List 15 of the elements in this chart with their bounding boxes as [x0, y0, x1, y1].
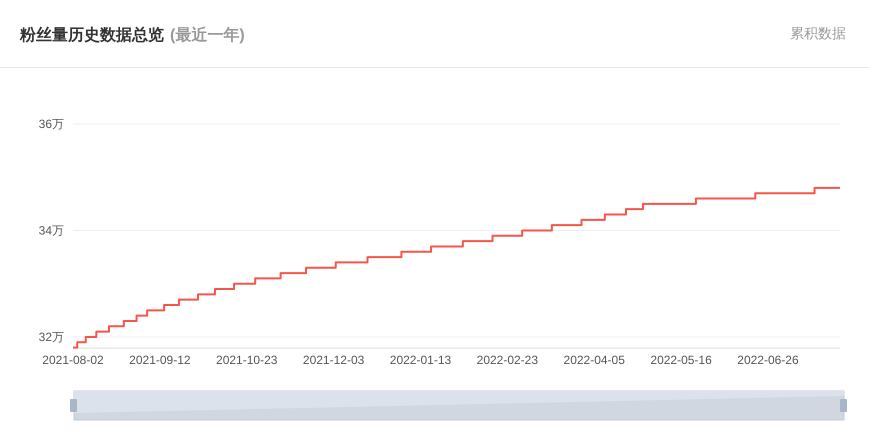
- x-tick-label: 2021-09-12: [129, 353, 191, 367]
- x-tick-label: 2022-05-16: [650, 353, 712, 367]
- y-tick-label: 36万: [38, 117, 64, 131]
- x-tick-label: 2022-06-26: [737, 353, 799, 367]
- chart-subtitle: (最近一年): [170, 26, 245, 44]
- x-tick-label: 2021-08-02: [42, 353, 104, 367]
- x-tick-label: 2021-12-03: [302, 353, 365, 367]
- x-tick-label: 2022-01-13: [390, 353, 452, 367]
- y-tick-label: 32万: [38, 330, 64, 344]
- chart-title: 粉丝量历史数据总览: [20, 27, 164, 44]
- x-tick-label: 2022-02-23: [476, 353, 538, 367]
- x-tick-label: 2021-10-23: [216, 353, 278, 367]
- x-tick-label: 2022-04-05: [564, 353, 626, 367]
- y-tick-label: 34万: [38, 223, 64, 238]
- text: 累积数据: [790, 25, 846, 41]
